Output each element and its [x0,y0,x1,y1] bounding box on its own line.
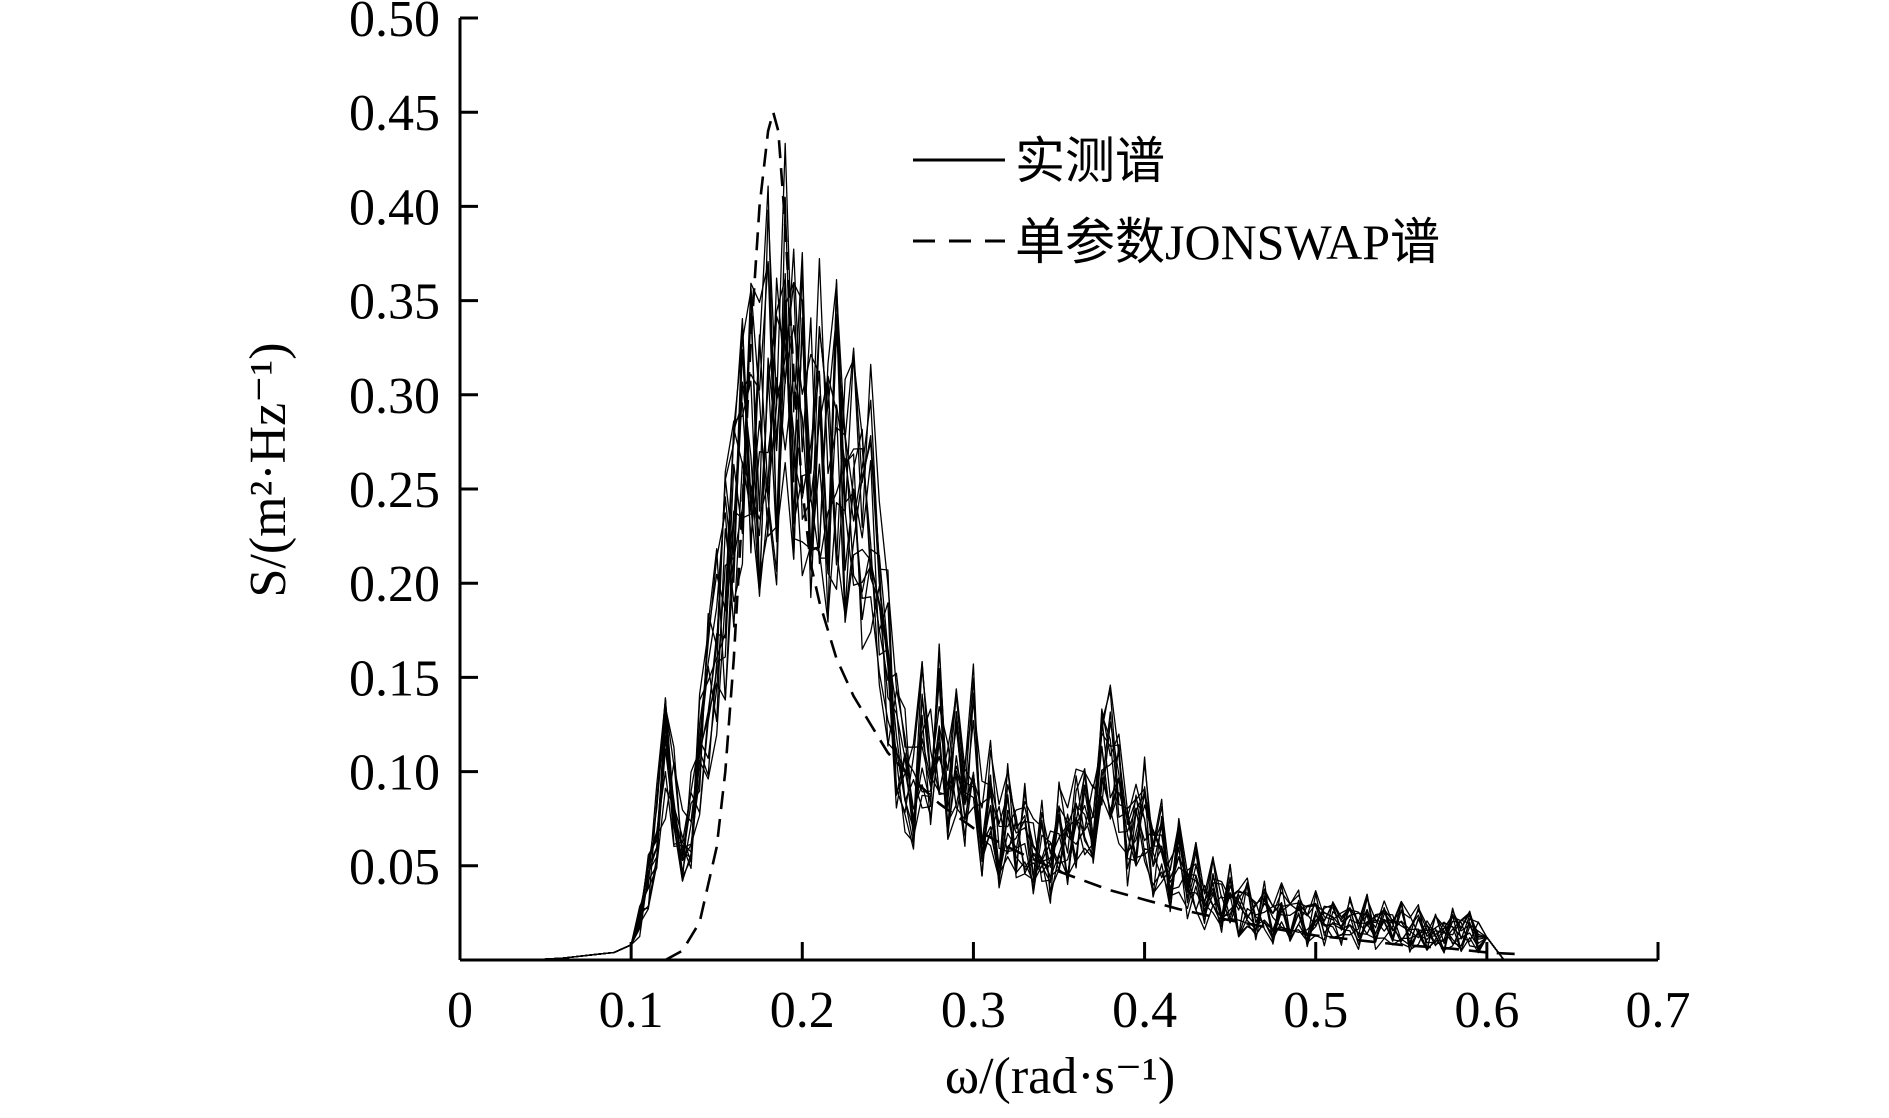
y-tick-label: 0.20 [349,556,440,613]
x-axis-label: ω/(rad·s⁻¹) [945,1048,1175,1105]
x-tick-label: 0.5 [1283,982,1348,1039]
jonswap-spectrum [664,110,1522,962]
measured-spectrum-line [528,278,1505,961]
measured-spectrum-line [528,299,1505,961]
measured-spectrum-line [528,185,1505,961]
legend-label-measured: 实测谱 [1015,133,1165,189]
axes: 0 0.1 0.2 0.3 0.4 0.5 0.6 0.7 0.05 0.10 0.15 0.20 0.… [349,0,1691,1039]
x-tick-label: 0.7 [1626,982,1691,1039]
x-tick-label: 0 [447,982,473,1039]
y-tick-label: 0.10 [349,745,440,802]
measured-spectrum-line [528,282,1505,961]
x-tick-label: 0.4 [1112,982,1177,1039]
jonswap-spectrum-line [664,110,1522,962]
y-tick-label: 0.25 [349,462,440,519]
y-tick-label: 0.15 [349,650,440,707]
measured-spectrum-line [528,142,1505,961]
x-tick-label: 0.3 [941,982,1006,1039]
y-axis-label: S/(m²·Hz⁻¹) [240,342,297,597]
y-tick-label: 0.30 [349,368,440,425]
legend: 实测谱 单参数JONSWAP谱 [913,133,1440,270]
measured-spectrum-line [528,196,1505,961]
x-tick-label: 0.1 [599,982,664,1039]
y-tick-label: 0.50 [349,0,440,48]
legend-label-jonswap: 单参数JONSWAP谱 [1015,214,1440,270]
y-tick-label: 0.40 [349,179,440,236]
y-tick-label: 0.05 [349,839,440,896]
x-tick-label: 0.2 [770,982,835,1039]
y-tick-label: 0.35 [349,274,440,331]
y-tick-label: 0.45 [349,85,440,142]
measured-spectrum-line [528,248,1505,961]
measured-spectrum-line [528,281,1505,961]
x-tick-label: 0.6 [1454,982,1519,1039]
